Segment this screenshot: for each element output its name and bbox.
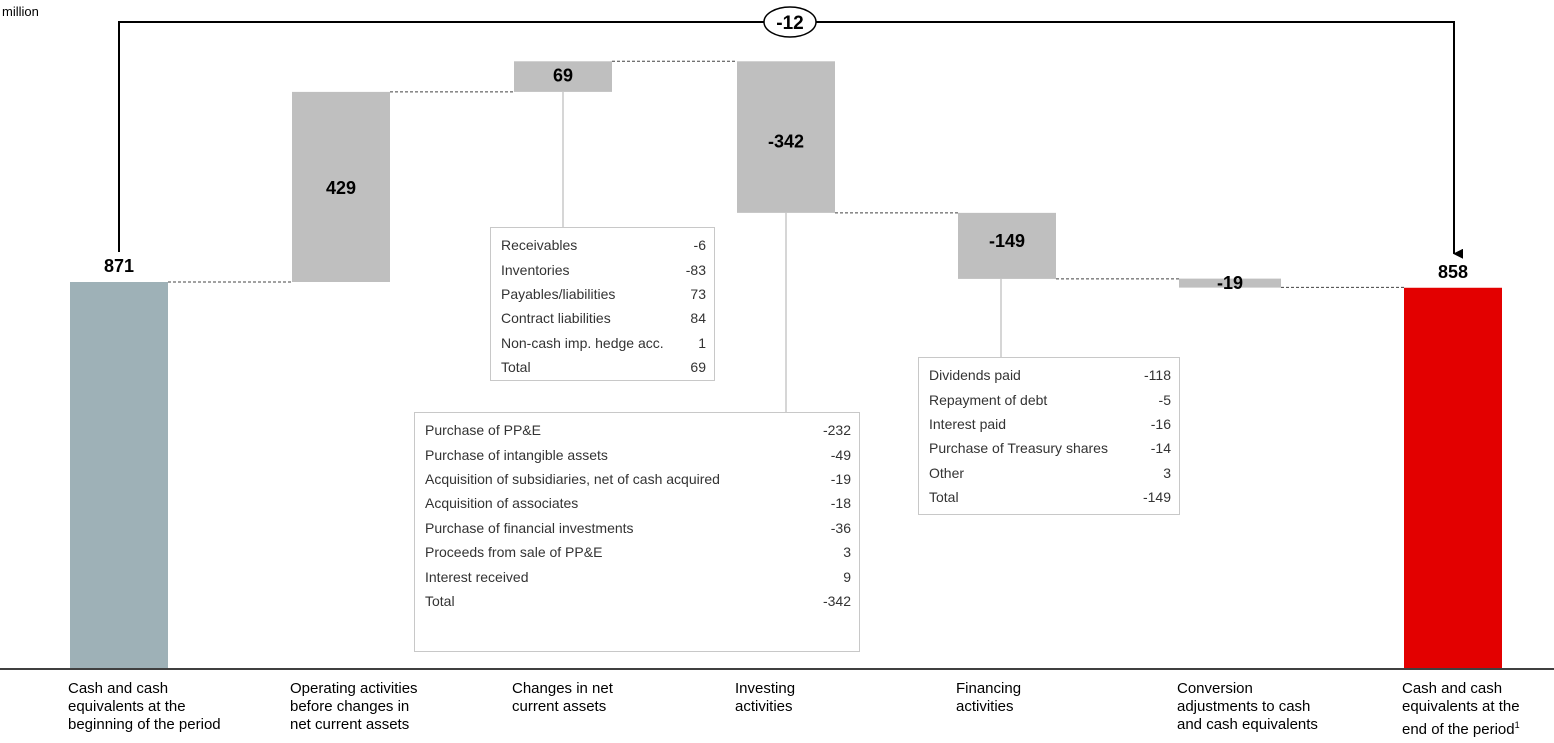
detail-row: Receivables -6 (501, 233, 706, 257)
detail-value: -16 (1150, 415, 1171, 432)
footnote-marker: 1 (1514, 720, 1520, 730)
detail-box-financing: Dividends paid -118 Repayment of debt -5 Int… (918, 357, 1180, 515)
detail-label: Non-cash imp. hedge acc. (501, 334, 664, 351)
detail-row: Inventories -83 (501, 257, 706, 281)
detail-row: Interest received 9 (425, 564, 851, 588)
detail-value: -6 (693, 237, 706, 254)
bar-value-label: 69 (553, 65, 573, 85)
detail-label: Total (929, 489, 959, 506)
detail-row: Acquisition of associates -18 (425, 491, 851, 515)
detail-row: Interest paid -16 (929, 412, 1171, 436)
detail-value: -19 (830, 470, 851, 487)
detail-row: Purchase of financial investments -36 (425, 516, 851, 540)
bar (958, 212, 1056, 279)
detail-label: Repayment of debt (929, 391, 1048, 408)
detail-row: Payables/liabilities 73 (501, 282, 706, 306)
category-label: Conversion adjustments to cash and cash eq… (1177, 680, 1318, 733)
detail-value: 84 (690, 310, 706, 327)
detail-label: Total (501, 359, 531, 376)
detail-row: Purchase of Treasury shares -14 (929, 436, 1171, 460)
net-change-badge (763, 6, 817, 38)
detail-label: Receivables (501, 237, 578, 254)
detail-row: Dividends paid -118 (929, 363, 1171, 387)
detail-label: Purchase of Treasury shares (929, 440, 1108, 457)
detail-value: -49 (830, 446, 851, 463)
detail-label: Total (425, 592, 455, 609)
detail-value: -118 (1144, 367, 1171, 384)
detail-value: 3 (1163, 464, 1171, 481)
detail-row: Repayment of debt -5 (929, 387, 1171, 411)
detail-row: Purchase of intangible assets -49 (425, 442, 851, 466)
detail-value: 1 (698, 334, 706, 351)
bar (70, 282, 168, 668)
net-change-value: -12 (776, 13, 803, 34)
detail-row: Contract liabilities 84 (501, 306, 706, 330)
category-label: Investing activities (735, 680, 796, 715)
bar (292, 91, 390, 282)
detail-box-net-current-assets: Receivables -6 Inventories -83 Payables/liab… (490, 227, 715, 381)
category-label: Cash and cash equivalents at the end of th… (1402, 680, 1520, 738)
detail-value: -342 (822, 592, 851, 609)
detail-label: Acquisition of subsidiaries, net of cash… (425, 470, 720, 487)
detail-value: 9 (843, 568, 851, 585)
unit-label: million (2, 4, 39, 19)
detail-label: Acquisition of associates (425, 495, 579, 512)
detail-label: Inventories (501, 261, 570, 278)
detail-box-investing: Purchase of PP&E -232 Purchase of intangib… (414, 412, 860, 652)
detail-row: Non-cash imp. hedge acc. 1 (501, 331, 706, 355)
category-label: Cash and cash equivalents at the beginning… (68, 680, 221, 733)
detail-value: -149 (1142, 489, 1171, 506)
detail-row: Acquisition of subsidiaries, net of cash… (425, 467, 851, 491)
detail-value: 69 (690, 359, 706, 376)
bar (1179, 278, 1281, 288)
category-label: Financing activities (956, 680, 1022, 715)
detail-label: Purchase of PP&E (425, 422, 541, 439)
bar-value-label: -342 (768, 131, 804, 151)
detail-value: -36 (830, 519, 851, 536)
detail-label: Purchase of financial investments (425, 519, 634, 536)
bar-value-label: 871 (104, 256, 134, 276)
detail-label: Contract liabilities (501, 310, 611, 327)
detail-row: Proceeds from sale of PP&E 3 (425, 540, 851, 564)
detail-label: Purchase of intangible assets (425, 446, 608, 463)
detail-value: -83 (685, 261, 706, 278)
bar-value-label: 858 (1438, 262, 1468, 282)
category-label: Operating activities before changes in net… (290, 680, 418, 733)
detail-row: Other 3 (929, 461, 1171, 485)
detail-row: Total -342 (425, 589, 851, 613)
detail-value: -14 (1150, 440, 1171, 457)
detail-label: Interest received (425, 568, 529, 585)
bar (514, 61, 612, 92)
bar (1404, 287, 1502, 668)
detail-row: Purchase of PP&E -232 (425, 418, 851, 442)
detail-value: -5 (1158, 391, 1171, 408)
detail-row: Total -149 (929, 485, 1171, 509)
detail-label: Dividends paid (929, 367, 1021, 384)
detail-value: -18 (830, 495, 851, 512)
bar-value-label: -149 (989, 231, 1025, 251)
category-label: Changes in net current assets (512, 680, 613, 715)
detail-label: Interest paid (929, 415, 1007, 432)
detail-value: 3 (843, 544, 851, 561)
detail-label: Proceeds from sale of PP&E (425, 544, 603, 561)
bar (737, 61, 835, 213)
detail-value: 73 (690, 285, 706, 302)
bar-value-label: 429 (326, 178, 356, 198)
bar-value-label: -19 (1217, 273, 1243, 293)
detail-label: Payables/liabilities (501, 285, 616, 302)
detail-label: Other (929, 464, 965, 481)
detail-row: Total 69 (501, 355, 706, 379)
detail-value: -232 (822, 422, 851, 439)
